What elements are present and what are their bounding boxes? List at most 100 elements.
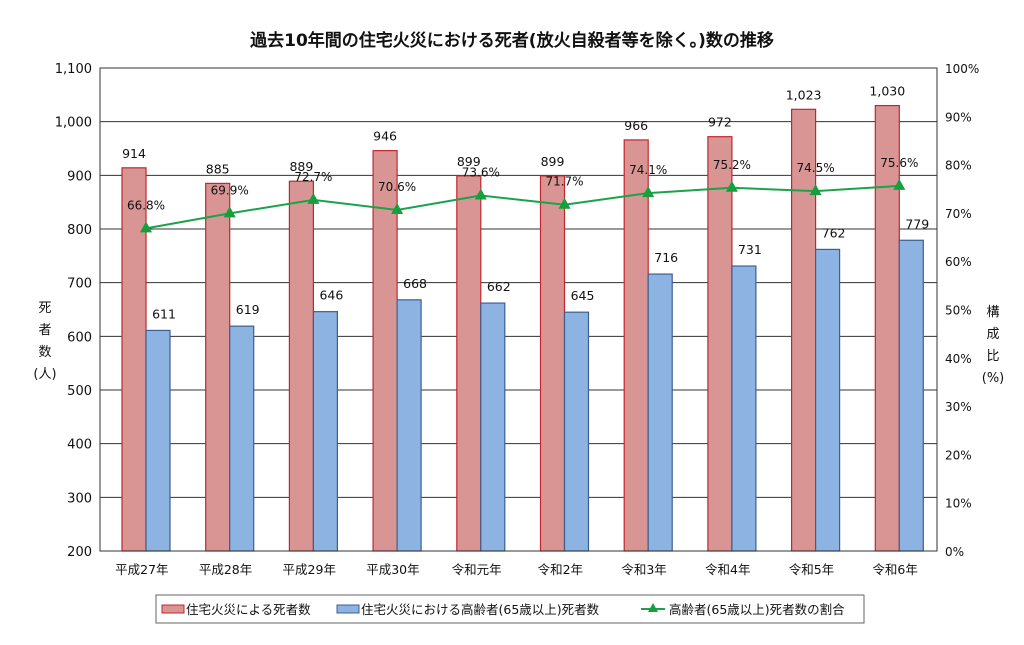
total-deaths-bar [456, 175, 482, 552]
legend-label: 住宅火災における高齢者(65歳以上)死者数 [361, 602, 600, 617]
y-axis-label: 者 [38, 323, 51, 338]
x-tick-label: 平成27年 [115, 562, 168, 577]
y-tick-label: 200 [67, 545, 92, 560]
x-tick-label: 令和4年 [705, 562, 750, 577]
x-tick-label: 令和6年 [872, 562, 917, 577]
ratio-marker [893, 178, 906, 190]
ratio-label: 71.7% [545, 175, 583, 189]
ratio-marker [558, 197, 571, 209]
elderly-deaths-bar [145, 329, 171, 552]
elderly-deaths-bar [814, 248, 841, 552]
data-label: 645 [571, 288, 595, 303]
x-tick-label: 令和3年 [621, 562, 666, 577]
elderly-deaths-bar [898, 239, 924, 552]
y-tick-label: 900 [67, 169, 92, 184]
data-label: 966 [624, 118, 648, 133]
ratio-label: 75.2% [713, 158, 751, 172]
y2-tick-label: 10% [945, 497, 972, 511]
x-tick-label: 平成29年 [283, 562, 336, 577]
y2-tick-label: 90% [945, 110, 972, 124]
elderly-deaths-bar [480, 302, 506, 552]
y2-tick-label: 0% [945, 545, 964, 559]
legend-swatch-elderly [336, 604, 360, 614]
elderly-deaths-bar [647, 273, 673, 552]
total-deaths-bar [205, 182, 231, 552]
y-axis-label: (人) [33, 367, 56, 382]
elderly-deaths-bar [396, 299, 422, 552]
data-label: 662 [487, 279, 511, 294]
y-tick-label: 300 [67, 491, 92, 506]
y2-axis-label: (%) [982, 371, 1005, 386]
y-axis-label: 死 [38, 301, 51, 316]
y2-tick-label: 50% [945, 304, 972, 318]
data-label: 972 [708, 115, 732, 130]
total-deaths-bar [874, 104, 900, 552]
ratio-label: 72.7% [294, 170, 332, 184]
data-label: 885 [206, 161, 230, 176]
x-tick-label: 令和5年 [789, 562, 834, 577]
elderly-deaths-bar [229, 325, 255, 552]
total-deaths-bar [623, 139, 649, 552]
total-deaths-bar [790, 108, 817, 552]
ratio-marker [725, 180, 738, 192]
data-label: 946 [373, 129, 397, 144]
data-label: 899 [457, 154, 481, 169]
x-tick-label: 令和元年 [452, 562, 502, 577]
ratio-marker [307, 192, 320, 204]
ratio-label: 74.1% [629, 163, 667, 177]
ratio-label: 74.5% [797, 161, 835, 175]
elderly-deaths-bar [312, 311, 338, 552]
elderly-deaths-bar [563, 311, 590, 552]
y2-tick-label: 80% [945, 159, 972, 173]
legend-label: 住宅火災による死者数 [186, 602, 311, 617]
total-deaths-bar [539, 175, 566, 552]
y2-tick-label: 30% [945, 400, 972, 414]
ratio-marker [223, 206, 236, 218]
data-label: 889 [289, 159, 313, 174]
x-tick-label: 令和2年 [538, 562, 583, 577]
elderly-deaths-bar [731, 265, 757, 552]
plot-frame [99, 67, 938, 552]
x-tick-label: 平成28年 [199, 562, 252, 577]
data-label: 762 [822, 225, 846, 240]
ratio-label: 66.8% [127, 198, 165, 212]
ratio-marker [474, 188, 487, 200]
data-label: 668 [403, 276, 427, 291]
data-label: 899 [541, 154, 565, 169]
ratio-marker [642, 186, 655, 198]
y-axis-label: 数 [38, 345, 51, 360]
ratio-marker [809, 184, 822, 196]
ratio-label: 75.6% [880, 156, 918, 170]
data-label: 716 [654, 250, 678, 265]
legend-swatch-total [161, 604, 185, 614]
ratio-marker [391, 203, 404, 215]
total-deaths-bar [288, 180, 314, 552]
total-deaths-bar [707, 136, 733, 552]
y-tick-label: 1,000 [55, 116, 92, 131]
data-label: 611 [152, 306, 176, 321]
y2-tick-label: 20% [945, 448, 972, 462]
legend-label: 高齢者(65歳以上)死者数の割合 [669, 602, 845, 617]
data-label: 731 [738, 242, 762, 257]
y2-tick-label: 70% [945, 207, 972, 221]
y-tick-label: 500 [67, 384, 92, 399]
data-label: 914 [122, 146, 146, 161]
total-deaths-bar [121, 167, 147, 552]
y2-axis-label: 比 [986, 349, 999, 364]
y-tick-label: 600 [67, 330, 92, 345]
y-tick-label: 700 [67, 277, 92, 292]
data-label: 1,023 [786, 87, 822, 102]
legend-box [155, 594, 865, 624]
y-tick-label: 800 [67, 223, 92, 238]
ratio-label: 70.6% [378, 180, 416, 194]
y2-axis-label: 構 [986, 305, 999, 320]
y2-tick-label: 40% [945, 352, 972, 366]
y2-tick-label: 60% [945, 255, 972, 269]
ratio-marker [140, 221, 152, 233]
y2-tick-label: 100% [945, 62, 979, 76]
x-tick-label: 平成30年 [366, 562, 419, 577]
y2-axis-label: 成 [986, 327, 999, 342]
chart-title: 過去10年間の住宅火災における死者(放火自殺者等を除く。)数の推移 [250, 30, 774, 51]
y-tick-label: 400 [67, 438, 92, 453]
